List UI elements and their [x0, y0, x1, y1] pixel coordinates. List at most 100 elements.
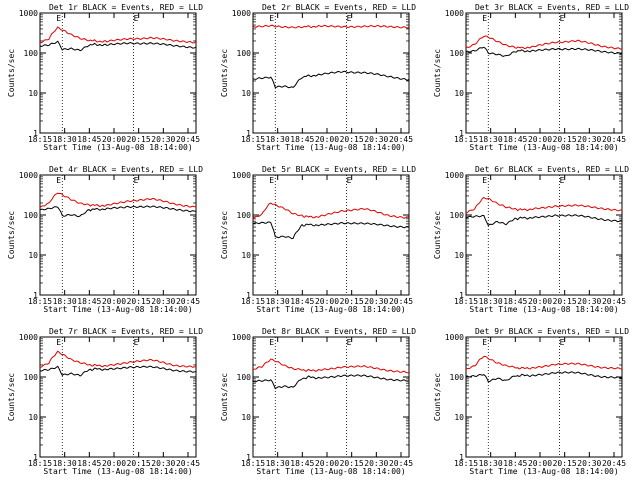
- y-tick-label: 1: [246, 291, 251, 300]
- series-line-events: [252, 221, 410, 240]
- e-marker: E: [134, 14, 139, 23]
- y-tick-label: 10: [28, 413, 38, 422]
- x-tick-label: 20:30: [577, 459, 601, 468]
- x-tick-label: 20:45: [602, 135, 626, 144]
- y-tick-label: 1000: [445, 171, 464, 180]
- y-tick-label: 1: [33, 291, 38, 300]
- plot-frame: [465, 174, 623, 296]
- x-tick-label: 18:45: [503, 135, 527, 144]
- x-tick-label: 20:00: [528, 297, 552, 306]
- x-tick-label: 20:45: [602, 297, 626, 306]
- x-tick-label: 20:15: [340, 459, 364, 468]
- chart-title: Det 6r BLACK = Events, RED = LLD: [475, 165, 629, 174]
- y-tick-label: 10: [454, 251, 464, 260]
- y-tick-label: 1000: [232, 171, 251, 180]
- chart-panel-8: Det 8r BLACK = Events, RED = LLD 1 10 100 10…: [220, 327, 416, 476]
- series-line-events: [39, 365, 196, 377]
- series-line-lld: [252, 24, 410, 29]
- x-tick-label: 20:00: [315, 297, 339, 306]
- x-axis-label: Start Time (13-Aug-08 18:14:00): [43, 467, 192, 476]
- plot-frame: [252, 336, 410, 458]
- chart-title: Det 5r BLACK = Events, RED = LLD: [262, 165, 416, 174]
- x-tick-label: 20:45: [176, 459, 200, 468]
- series-line-lld: [465, 355, 623, 370]
- e-marker: E: [56, 176, 61, 185]
- series-line-events: [39, 40, 197, 52]
- x-tick-label: 20:15: [127, 135, 151, 144]
- x-axis-label: Start Time (13-Aug-08 18:14:00): [469, 467, 618, 476]
- x-tick-label: 20:15: [127, 459, 151, 468]
- plot-frame: [39, 336, 197, 458]
- e-marker: E: [134, 176, 139, 185]
- y-tick-label: 100: [237, 373, 252, 382]
- chart-panel-7: Det 7r BLACK = Events, RED = LLD 1 10 100 10…: [7, 327, 203, 476]
- x-axis-label: Start Time (13-Aug-08 18:14:00): [256, 305, 405, 314]
- y-tick-label: 100: [450, 211, 465, 220]
- y-tick-label: 100: [24, 211, 39, 220]
- y-tick-label: 1: [33, 453, 38, 462]
- chart-title: Det 7r BLACK = Events, RED = LLD: [49, 327, 203, 336]
- y-tick-label: 1000: [19, 333, 38, 342]
- x-tick-label: 20:45: [176, 297, 200, 306]
- e-marker: E: [56, 338, 61, 347]
- x-tick-label: 20:45: [602, 459, 626, 468]
- y-tick-label: 100: [24, 49, 39, 58]
- series-line-lld: [39, 192, 196, 208]
- x-tick-label: 20:30: [577, 135, 601, 144]
- y-axis-label: Counts/sec: [7, 211, 16, 259]
- x-tick-label: 18:15: [241, 297, 265, 306]
- chart-title: Det 3r BLACK = Events, RED = LLD: [475, 3, 629, 12]
- y-axis-label: Counts/sec: [433, 373, 442, 421]
- x-tick-label: 20:15: [340, 297, 364, 306]
- series-line-events: [252, 70, 410, 89]
- x-tick-label: 18:30: [53, 135, 77, 144]
- y-tick-label: 1000: [445, 333, 464, 342]
- series-line-lld: [252, 202, 410, 220]
- series-line-events: [252, 374, 410, 390]
- plot-frame: [465, 12, 623, 134]
- x-axis-label: Start Time (13-Aug-08 18:14:00): [43, 305, 192, 314]
- y-tick-label: 1000: [445, 9, 464, 18]
- x-tick-label: 18:45: [77, 297, 101, 306]
- e-marker: E: [482, 338, 487, 347]
- y-tick-label: 10: [241, 251, 251, 260]
- chart-panel-3: Det 3r BLACK = Events, RED = LLD 1 10 100 10…: [433, 3, 629, 152]
- x-tick-label: 20:00: [102, 135, 126, 144]
- x-tick-label: 20:30: [364, 297, 388, 306]
- x-axis-label: Start Time (13-Aug-08 18:14:00): [256, 143, 405, 152]
- x-tick-label: 20:45: [389, 297, 413, 306]
- x-tick-label: 18:30: [479, 459, 503, 468]
- y-axis-label: Counts/sec: [433, 49, 442, 97]
- chart-panel-5: Det 5r BLACK = Events, RED = LLD 1 10 100 10…: [220, 165, 416, 314]
- series-line-events: [39, 205, 197, 218]
- y-tick-label: 10: [241, 413, 251, 422]
- x-tick-label: 18:45: [290, 135, 314, 144]
- x-tick-label: 18:45: [77, 135, 101, 144]
- x-tick-label: 18:30: [479, 297, 503, 306]
- chart-title: Det 1r BLACK = Events, RED = LLD: [49, 3, 203, 12]
- x-axis-label: Start Time (13-Aug-08 18:14:00): [469, 143, 618, 152]
- y-tick-label: 1000: [19, 171, 38, 180]
- series-line-lld: [40, 26, 197, 44]
- x-tick-label: 20:45: [389, 459, 413, 468]
- x-tick-label: 18:15: [28, 459, 52, 468]
- x-tick-label: 20:30: [364, 135, 388, 144]
- x-tick-label: 18:30: [479, 135, 503, 144]
- y-tick-label: 100: [237, 49, 252, 58]
- x-tick-label: 20:00: [102, 297, 126, 306]
- y-tick-label: 1000: [232, 333, 251, 342]
- x-tick-label: 20:30: [151, 135, 175, 144]
- plot-frame: [465, 336, 623, 458]
- chart-panel-2: Det 2r BLACK = Events, RED = LLD 1 10 100 10…: [220, 3, 416, 152]
- chart-title: Det 2r BLACK = Events, RED = LLD: [262, 3, 416, 12]
- y-axis-label: Counts/sec: [433, 211, 442, 259]
- y-tick-label: 1000: [232, 9, 251, 18]
- y-tick-label: 1000: [19, 9, 38, 18]
- x-tick-label: 18:15: [454, 135, 478, 144]
- y-tick-label: 100: [237, 211, 252, 220]
- x-tick-label: 18:30: [53, 297, 77, 306]
- e-marker: E: [347, 14, 352, 23]
- x-tick-label: 20:15: [553, 459, 577, 468]
- chart-title: Det 9r BLACK = Events, RED = LLD: [475, 327, 629, 336]
